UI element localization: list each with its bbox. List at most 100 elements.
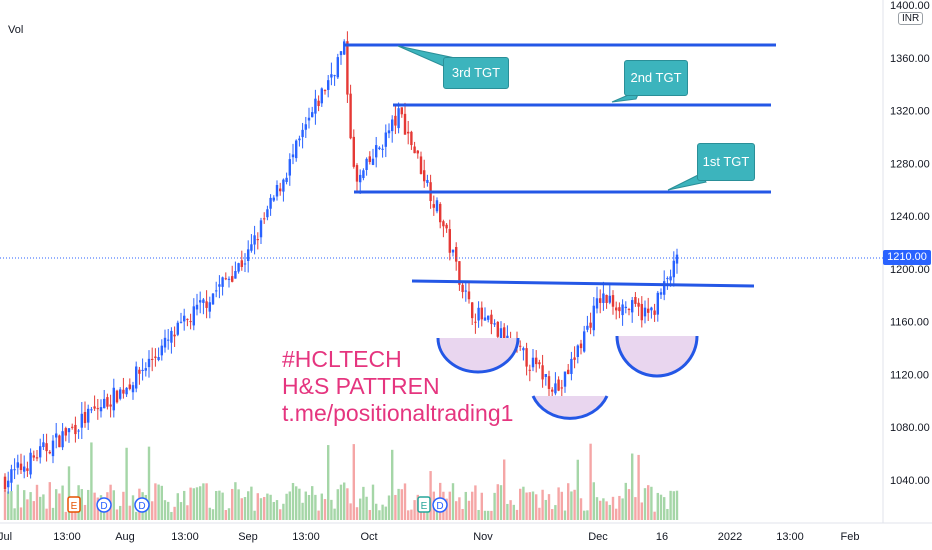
volume-bar: [647, 485, 650, 520]
event-marker[interactable]: D: [134, 497, 150, 513]
volume-bar: [3, 490, 7, 520]
candle-body: [266, 209, 269, 218]
candle-body: [397, 108, 400, 129]
candle-body: [349, 93, 352, 139]
volume-bar: [557, 487, 560, 520]
event-marker[interactable]: D: [96, 497, 112, 513]
candle-body: [631, 300, 634, 313]
neckline[interactable]: [411, 279, 755, 288]
candle-body: [541, 365, 544, 380]
last-price-tag: 1210.00: [883, 250, 931, 265]
volume-bar: [205, 483, 208, 520]
volume-bar: [173, 506, 176, 520]
volume-bar: [301, 502, 304, 520]
time-tick-label: 13:00: [776, 531, 804, 543]
volume-bar: [55, 489, 58, 520]
candle-body: [400, 107, 403, 115]
volume-bar: [672, 491, 675, 520]
candle-body: [3, 476, 7, 490]
volume-bar: [605, 501, 608, 520]
volume-bar: [400, 489, 403, 520]
candle-body: [483, 317, 487, 321]
volume-bar: [375, 503, 378, 520]
callout-1st-tgt[interactable]: 1st TGT: [697, 143, 755, 181]
candle-body: [151, 358, 154, 360]
candle-body: [506, 335, 509, 340]
candle-body: [141, 369, 144, 371]
candle-body: [442, 221, 445, 227]
volume-bar: [215, 490, 218, 520]
volume-bar: [599, 500, 602, 520]
head-arc[interactable]: [531, 395, 609, 420]
candle-body: [144, 368, 147, 371]
volume-bar: [371, 484, 375, 520]
volume-bar: [423, 507, 426, 520]
volume-bar: [368, 509, 371, 520]
price-tick-label: 1160.00: [890, 317, 929, 329]
volume-bar: [119, 505, 122, 520]
callout-3rd-tgt[interactable]: 3rd TGT: [443, 57, 509, 89]
volume-bar: [154, 483, 157, 520]
candle-body: [221, 277, 224, 287]
price-axis[interactable]: 1040.00 1080.00 1120.00 1160.00 1200.00 1240.…: [890, 0, 930, 487]
volume-bar: [32, 501, 35, 520]
volume-bar: [19, 507, 23, 520]
volume-bar: [163, 500, 167, 520]
candle-body: [618, 307, 621, 312]
candle-body: [490, 314, 493, 325]
candle-body: [592, 305, 595, 331]
volume-bar: [458, 497, 461, 520]
candle-body: [519, 345, 522, 347]
candle-body: [16, 462, 19, 468]
volume-bar: [490, 510, 493, 520]
candle-body: [554, 383, 557, 394]
volume-bar: [195, 487, 199, 520]
volume-bar: [579, 498, 583, 520]
volume-bar: [474, 485, 477, 520]
price-tick-label: 1360.00: [890, 53, 930, 65]
callout-2nd-tgt[interactable]: 2nd TGT: [624, 60, 688, 96]
annotation-link[interactable]: t.me/positionaltrading1: [282, 400, 514, 426]
candle-body: [391, 119, 394, 132]
event-marker-label: E: [421, 501, 428, 512]
volume-bar: [362, 486, 365, 520]
candle-body: [599, 298, 602, 303]
candle-body: [448, 229, 451, 253]
candle-body: [282, 179, 285, 192]
candle-body: [563, 371, 567, 387]
candle-body: [179, 321, 183, 323]
candle-body: [189, 321, 192, 323]
volume-bar: [35, 484, 39, 520]
candle-body: [125, 387, 128, 395]
candle-body: [288, 159, 291, 176]
pattern-annotation: #HCLTECH H&S PATTREN t.me/positionaltrad…: [282, 346, 513, 427]
candle-body: [535, 357, 538, 365]
event-marker[interactable]: E: [417, 496, 431, 513]
candle-body: [202, 299, 205, 303]
volume-bar: [346, 488, 349, 520]
event-marker[interactable]: E: [67, 496, 81, 513]
candle-body: [74, 424, 77, 435]
volume-bar: [541, 489, 544, 520]
volume-bar: [493, 492, 496, 520]
candle-body: [122, 389, 125, 394]
candle-body: [375, 145, 378, 158]
volume-bar: [675, 490, 679, 520]
candle-body: [583, 331, 586, 352]
volume-bar: [176, 493, 179, 520]
volume-bar: [666, 508, 669, 520]
volume-indicator-label[interactable]: Vol: [8, 24, 24, 36]
candle-body: [435, 200, 439, 212]
volume-bar: [608, 504, 611, 520]
volume-bar: [253, 510, 256, 520]
volume-bar: [669, 490, 672, 520]
volume-bar: [311, 486, 314, 520]
time-axis[interactable]: Jul 13:00 Aug 13:00 Sep 13:00 Oct Nov Dec 16 2022 1…: [0, 531, 859, 543]
time-tick-label: 13:00: [171, 531, 199, 543]
time-tick-label: 16: [656, 531, 668, 543]
event-marker[interactable]: D: [432, 497, 448, 513]
left-shoulder-arc[interactable]: [436, 337, 520, 374]
right-shoulder-arc[interactable]: [615, 335, 699, 378]
